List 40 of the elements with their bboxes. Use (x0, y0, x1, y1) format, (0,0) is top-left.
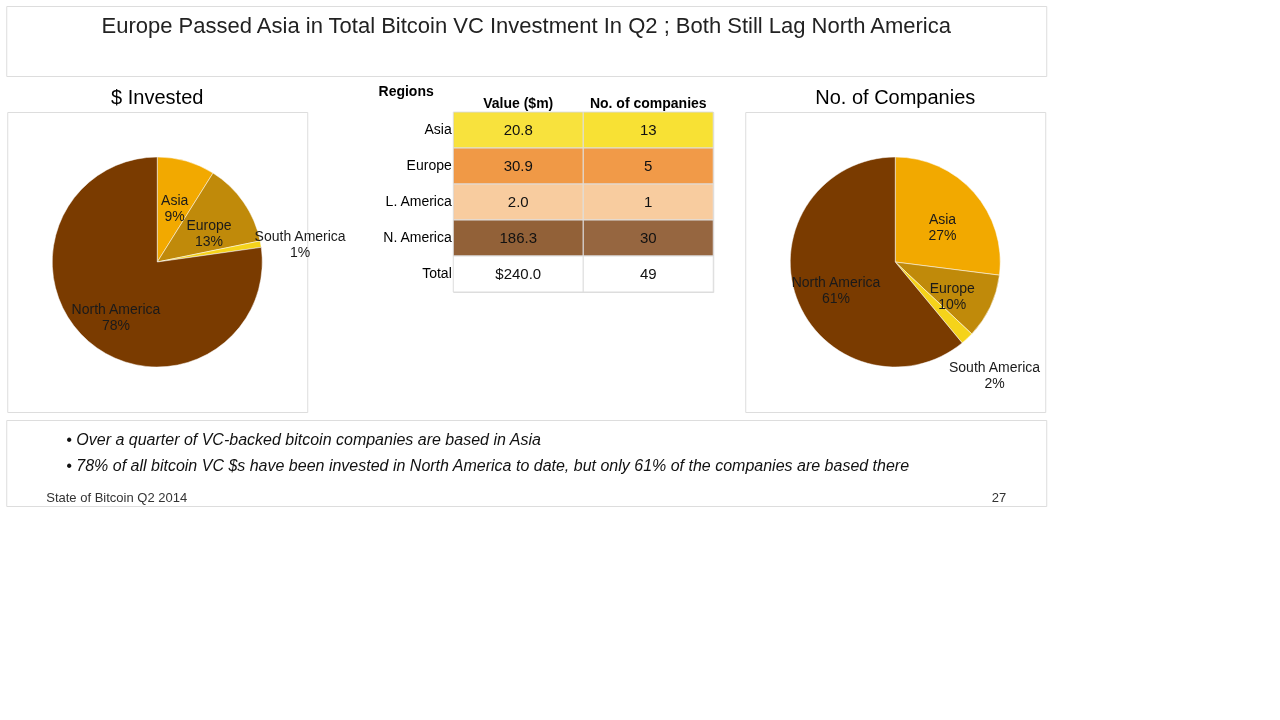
slice-label: North America (791, 274, 881, 291)
y-tick-label: N. America (383, 229, 452, 245)
data-label: 1 (644, 193, 653, 210)
slice-label: North America (71, 300, 161, 317)
data-label: 30.9 (503, 157, 533, 174)
slice-label: Europe (929, 279, 976, 296)
data-label: $240.0 (495, 265, 542, 282)
slice-label: Asia (161, 192, 189, 209)
data-label: 1% (290, 244, 311, 261)
data-label: 30 (639, 229, 657, 246)
text: State of Bitcoin Q2 2014 (46, 490, 188, 505)
y-axis-title: Regions (378, 82, 434, 99)
x-tick-label: No. of companies (589, 94, 707, 111)
slice-label: Asia (928, 211, 957, 228)
data-label: 13% (195, 233, 224, 250)
data-label: 2.0 (507, 193, 529, 210)
text: • 78% of all bitcoin VC $s have been invested in North America to date, but only 61% of the companies are based there (66, 457, 910, 474)
text: Europe Passed Asia in Total Bitcoin VC Investment In Q2 ; Both Still Lag North America (101, 13, 952, 38)
data-label: 10% (938, 295, 967, 312)
x-tick-label: Value ($m) (483, 94, 554, 111)
data-label: 9% (164, 208, 185, 225)
y-tick-label: Asia (424, 121, 452, 137)
data-label: 27% (928, 227, 957, 244)
data-label: 49 (639, 265, 657, 282)
slice-label: South America (948, 358, 1041, 375)
chart-title: No. of Companies (815, 86, 976, 108)
y-tick-label: L. America (385, 193, 452, 209)
data-label: 20.8 (503, 121, 533, 138)
data-label: 5 (644, 157, 653, 174)
text: • Over a quarter of VC-backed bitcoin companies are based in Asia (66, 431, 541, 448)
data-label: 13 (639, 121, 657, 138)
data-label: 78% (101, 316, 130, 333)
data-label: 61% (821, 290, 850, 307)
slice-label: Europe (186, 217, 232, 234)
data-label: 2% (984, 374, 1005, 391)
y-tick-label: Total (422, 265, 452, 281)
text: 27 (991, 490, 1007, 505)
chart-title: $ Invested (111, 86, 204, 108)
y-tick-label: Europe (406, 157, 452, 173)
data-label: 186.3 (499, 229, 538, 246)
